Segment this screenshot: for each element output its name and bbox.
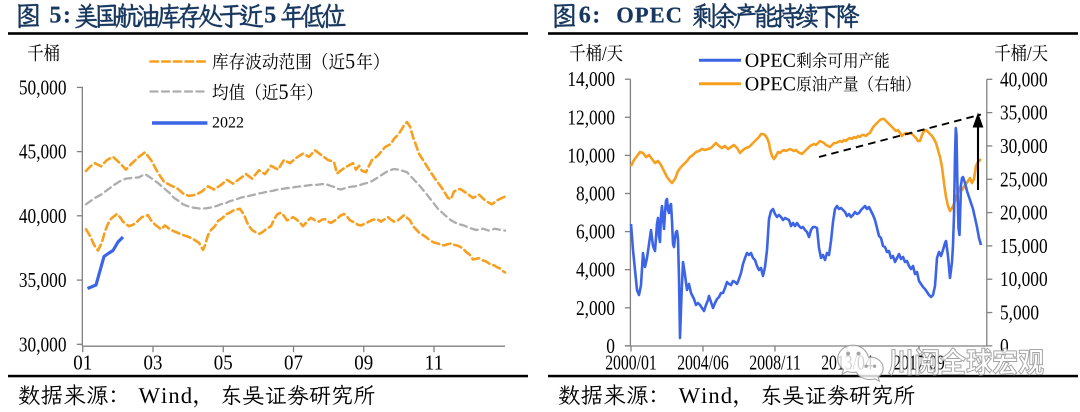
svg-text:8,000: 8,000 <box>576 182 615 206</box>
svg-text:40,000: 40,000 <box>1000 67 1048 91</box>
svg-text:11: 11 <box>425 351 444 375</box>
svg-text:2008/11: 2008/11 <box>749 351 801 375</box>
svg-text:2004/06: 2004/06 <box>677 351 729 375</box>
svg-text:14,000: 14,000 <box>567 67 615 91</box>
svg-text:2000/01: 2000/01 <box>605 351 657 375</box>
svg-text:45,000: 45,000 <box>19 140 67 164</box>
svg-text:15,000: 15,000 <box>1000 234 1048 258</box>
svg-text:0: 0 <box>1000 334 1009 358</box>
svg-text:30,000: 30,000 <box>1000 134 1048 158</box>
svg-text:09: 09 <box>354 351 373 375</box>
svg-text:10,000: 10,000 <box>1000 267 1048 291</box>
svg-text:0: 0 <box>606 334 615 358</box>
svg-text:20,000: 20,000 <box>1000 201 1048 225</box>
svg-text:5,000: 5,000 <box>1000 301 1039 325</box>
svg-text:07: 07 <box>284 351 303 375</box>
svg-text:05: 05 <box>214 351 233 375</box>
svg-text:35,000: 35,000 <box>1000 101 1048 125</box>
svg-text:10,000: 10,000 <box>567 143 615 167</box>
svg-text:2022: 2022 <box>212 115 244 132</box>
svg-text:30,000: 30,000 <box>19 332 67 356</box>
svg-text:03: 03 <box>144 351 163 375</box>
svg-text:12,000: 12,000 <box>567 105 615 129</box>
svg-text:2,000: 2,000 <box>576 296 615 320</box>
svg-text:01: 01 <box>73 351 92 375</box>
svg-text:50,000: 50,000 <box>19 75 67 99</box>
svg-text:4,000: 4,000 <box>576 258 615 282</box>
svg-text:35,000: 35,000 <box>19 268 67 292</box>
svg-text:40,000: 40,000 <box>19 204 67 228</box>
svg-text:6,000: 6,000 <box>576 220 615 244</box>
svg-text:25,000: 25,000 <box>1000 167 1048 191</box>
